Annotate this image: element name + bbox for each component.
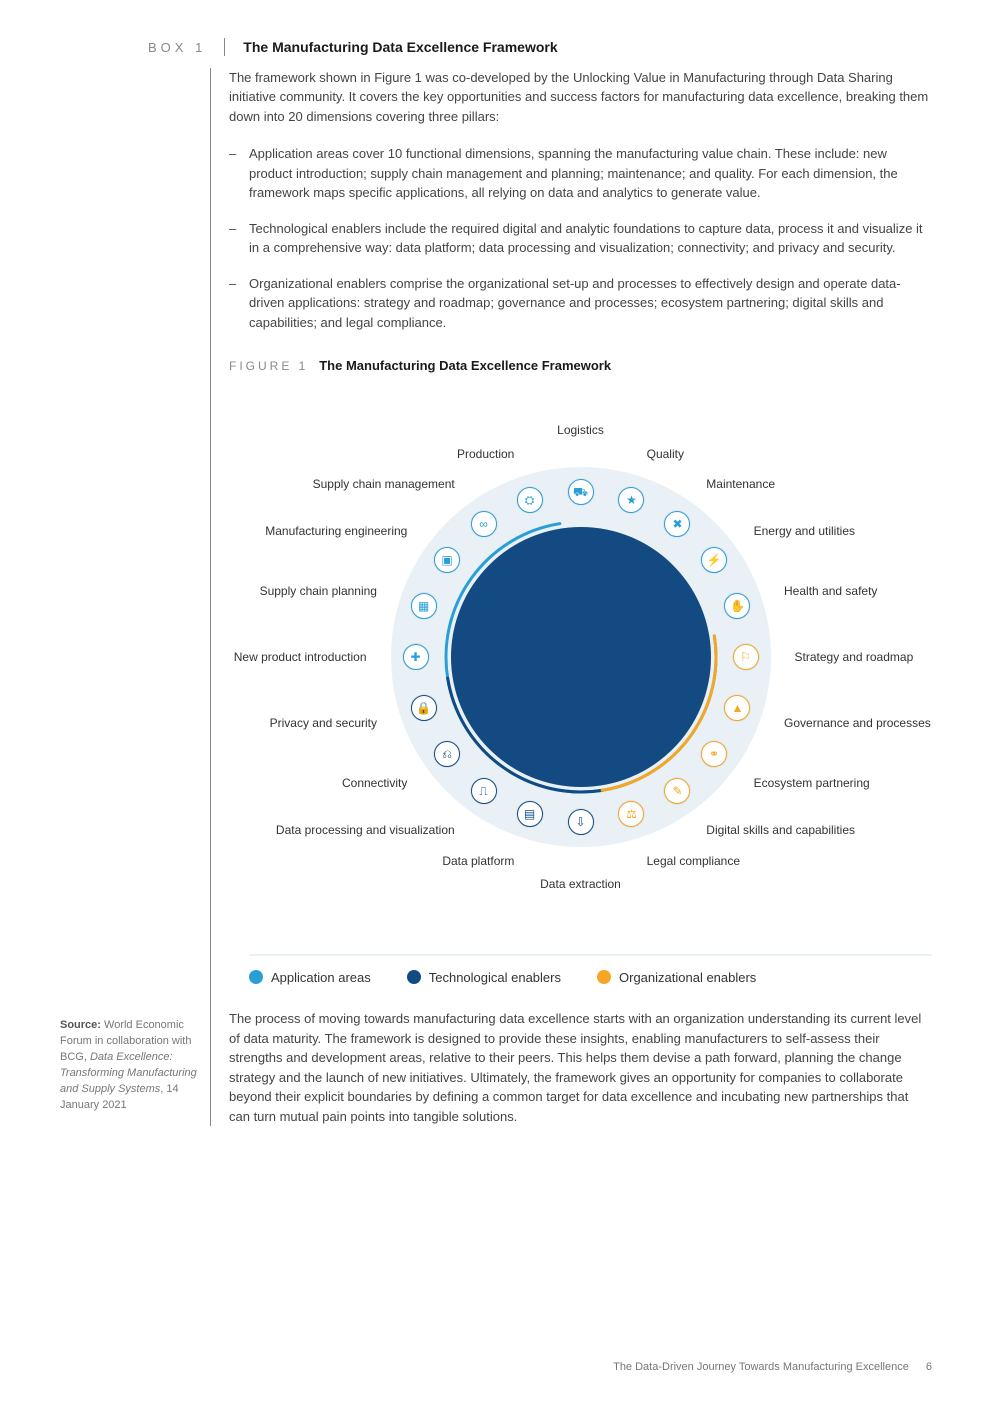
legend-label: Application areas	[271, 968, 371, 988]
figure-header: FIGURE 1 The Manufacturing Data Excellen…	[229, 356, 932, 376]
legend-item: Technological enablers	[407, 968, 561, 988]
dimension-label: Privacy and security	[270, 714, 377, 732]
dimension-node: ★	[618, 487, 644, 513]
dimension-label: Health and safety	[784, 582, 877, 600]
dimension-node: ⚐	[733, 644, 759, 670]
dimension-label: Supply chain planning	[260, 582, 377, 600]
legend-item: Organizational enablers	[597, 968, 756, 988]
dimension-label: Supply chain management	[313, 475, 455, 493]
dimension-label: Digital skills and capabilities	[706, 821, 855, 839]
box-body: The framework shown in Figure 1 was co-d…	[210, 68, 932, 1127]
dimension-node: ▲	[724, 695, 750, 721]
dimension-label: Ecosystem partnering	[754, 774, 870, 792]
footer-doc-title: The Data-Driven Journey Towards Manufact…	[613, 1361, 909, 1373]
node-icon: ⚡	[707, 554, 722, 566]
legend-swatch	[597, 970, 611, 984]
dimension-label: Strategy and roadmap	[795, 648, 914, 666]
dimension-node: ✎	[664, 778, 690, 804]
dimension-node: ⚡	[701, 547, 727, 573]
dimension-node: ⛟	[568, 479, 594, 505]
legend-swatch	[249, 970, 263, 984]
dimension-label: Governance and processes	[784, 714, 931, 732]
node-icon: ✚	[410, 651, 420, 663]
dimension-label: Data extraction	[540, 875, 621, 893]
dimension-node: ▦	[411, 593, 437, 619]
box-title: The Manufacturing Data Excellence Framew…	[224, 38, 557, 56]
node-icon: ✎	[672, 785, 682, 797]
dimension-node: 🔒	[411, 695, 437, 721]
page-footer: The Data-Driven Journey Towards Manufact…	[613, 1359, 932, 1376]
node-icon: ⚖	[626, 808, 637, 820]
dimension-node: ⎍	[471, 778, 497, 804]
dimension-label: Quality	[647, 445, 684, 463]
dimension-node: ✚	[403, 644, 429, 670]
dimension-node: ∞	[471, 511, 497, 537]
legend: Application areas Technological enablers O…	[249, 954, 932, 988]
dimension-node: ▣	[434, 547, 460, 573]
node-icon: ✖	[672, 518, 682, 530]
node-icon: ⇩	[575, 816, 585, 828]
pillar-item: Application areas cover 10 functional di…	[229, 144, 932, 203]
dimension-label: Maintenance	[706, 475, 775, 493]
dimension-node: ✖	[664, 511, 690, 537]
page: BOX 1 The Manufacturing Data Excellence …	[0, 0, 992, 1403]
node-icon: ▣	[441, 554, 452, 566]
node-icon: ▦	[418, 600, 429, 612]
dimension-label: Data processing and visualization	[276, 821, 455, 839]
dimension-node: ⎌	[434, 741, 460, 767]
node-icon: ✋	[730, 600, 745, 612]
dimension-label: Connectivity	[342, 774, 407, 792]
dimension-node: ✋	[724, 593, 750, 619]
dimension-node: ⇩	[568, 809, 594, 835]
node-icon: ⚭	[709, 748, 719, 760]
node-icon: ▲	[731, 702, 743, 714]
legend-item: Application areas	[249, 968, 371, 988]
node-icon: ▤	[524, 808, 535, 820]
dimension-label: Manufacturing engineering	[265, 522, 407, 540]
inner-circle	[451, 527, 711, 787]
dimension-label: Data platform	[442, 852, 514, 870]
node-icon: 🔒	[416, 702, 431, 714]
pillar-list: Application areas cover 10 functional di…	[229, 144, 932, 332]
dimension-label: Logistics	[557, 421, 604, 439]
source-prefix: Source:	[60, 1019, 101, 1031]
radial-diagram: ⛟Logistics★Quality✖Maintenance⚡Energy an…	[391, 467, 771, 847]
node-icon: ⎍	[479, 785, 487, 797]
node-icon: ★	[626, 494, 637, 506]
footer-page-number: 6	[926, 1361, 932, 1373]
box-header: BOX 1 The Manufacturing Data Excellence …	[148, 38, 932, 58]
dimension-label: Production	[457, 445, 514, 463]
node-icon: ⛟	[573, 486, 588, 498]
node-icon: ⚐	[740, 651, 751, 663]
figure-title: The Manufacturing Data Excellence Framew…	[319, 358, 611, 373]
dimension-label: Energy and utilities	[754, 522, 855, 540]
pillar-item: Technological enablers include the requi…	[229, 219, 932, 258]
source-citation: Source: World Economic Forum in collabor…	[60, 1018, 208, 1114]
dimension-node: ⚭	[701, 741, 727, 767]
dimension-label: New product introduction	[234, 648, 367, 666]
figure-label: FIGURE 1	[229, 359, 308, 373]
pillar-item: Organizational enablers comprise the org…	[229, 274, 932, 333]
node-icon: ∞	[479, 518, 488, 530]
dimension-label: Legal compliance	[647, 852, 740, 870]
legend-label: Organizational enablers	[619, 968, 756, 988]
dimension-node: ⚖	[618, 801, 644, 827]
dimension-node: ▤	[517, 801, 543, 827]
figure-area: ⛟ Logistics ★ Quality ✖ Maintenance ⚡ Energy an…	[229, 384, 932, 954]
box-label: BOX 1	[148, 38, 224, 58]
legend-swatch	[407, 970, 421, 984]
node-icon: ⛭	[525, 494, 535, 506]
closing-paragraph: The process of moving towards manufactur…	[229, 1009, 932, 1126]
legend-label: Technological enablers	[429, 968, 561, 988]
dimension-node: ⛭	[517, 487, 543, 513]
box-intro: The framework shown in Figure 1 was co-d…	[229, 68, 932, 127]
node-icon: ⎌	[442, 748, 452, 760]
